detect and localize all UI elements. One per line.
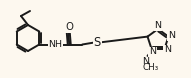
Text: N: N [142,57,149,66]
Text: N: N [168,31,175,40]
Text: N: N [149,47,156,56]
Text: CH₃: CH₃ [142,63,159,72]
Text: N: N [155,22,162,30]
Text: S: S [94,35,101,49]
Text: NH: NH [48,40,62,49]
Text: N: N [164,45,171,54]
Text: O: O [65,22,73,33]
